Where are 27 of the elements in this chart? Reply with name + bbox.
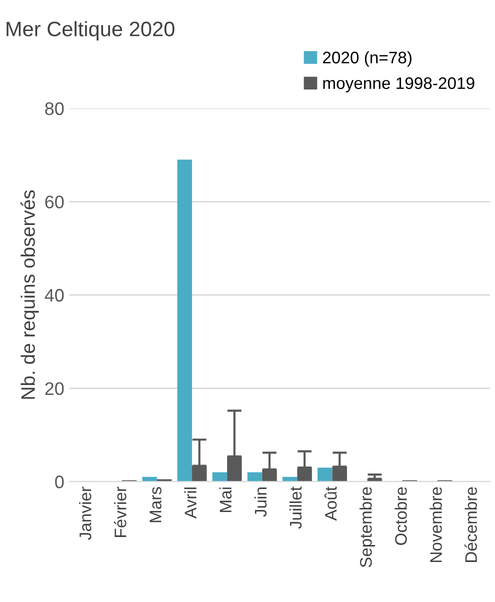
y-tick-label: 80 xyxy=(45,102,64,116)
x-tick-label: Juin xyxy=(254,488,267,517)
x-tick-label: Mai xyxy=(219,488,232,512)
y-tick-label: 20 xyxy=(45,382,64,396)
bar xyxy=(227,456,242,482)
legend-label: moyenne 1998-2019 xyxy=(323,77,474,92)
x-tick-label: Octobre xyxy=(394,487,407,545)
x-tick-label: Juillet xyxy=(289,486,302,529)
x-tick-label: Avril xyxy=(184,488,196,519)
y-tick-label: 40 xyxy=(44,288,64,302)
x-tick-label: Août xyxy=(324,486,337,521)
x-tick-label: Janvier xyxy=(79,486,92,540)
x-tick-label: Décembre xyxy=(464,487,477,562)
y-tick-label: 60 xyxy=(45,196,64,208)
legend-label: 2020 (n=78) xyxy=(323,51,412,67)
bar xyxy=(212,472,228,482)
y-axis-title: Nb. de requins observés xyxy=(20,190,39,399)
x-tick-label: Novembre xyxy=(430,487,442,562)
x-tick-label: Septembre xyxy=(360,487,376,568)
bar xyxy=(177,160,192,482)
x-tick-label: Mars xyxy=(150,487,162,522)
bar xyxy=(318,468,332,482)
bar xyxy=(297,468,312,482)
x-tick-label: Février xyxy=(114,486,126,537)
y-tick-label: 0 xyxy=(55,476,64,488)
bar xyxy=(247,472,262,482)
chart-title: Mer Celtique 2020 xyxy=(6,21,174,40)
